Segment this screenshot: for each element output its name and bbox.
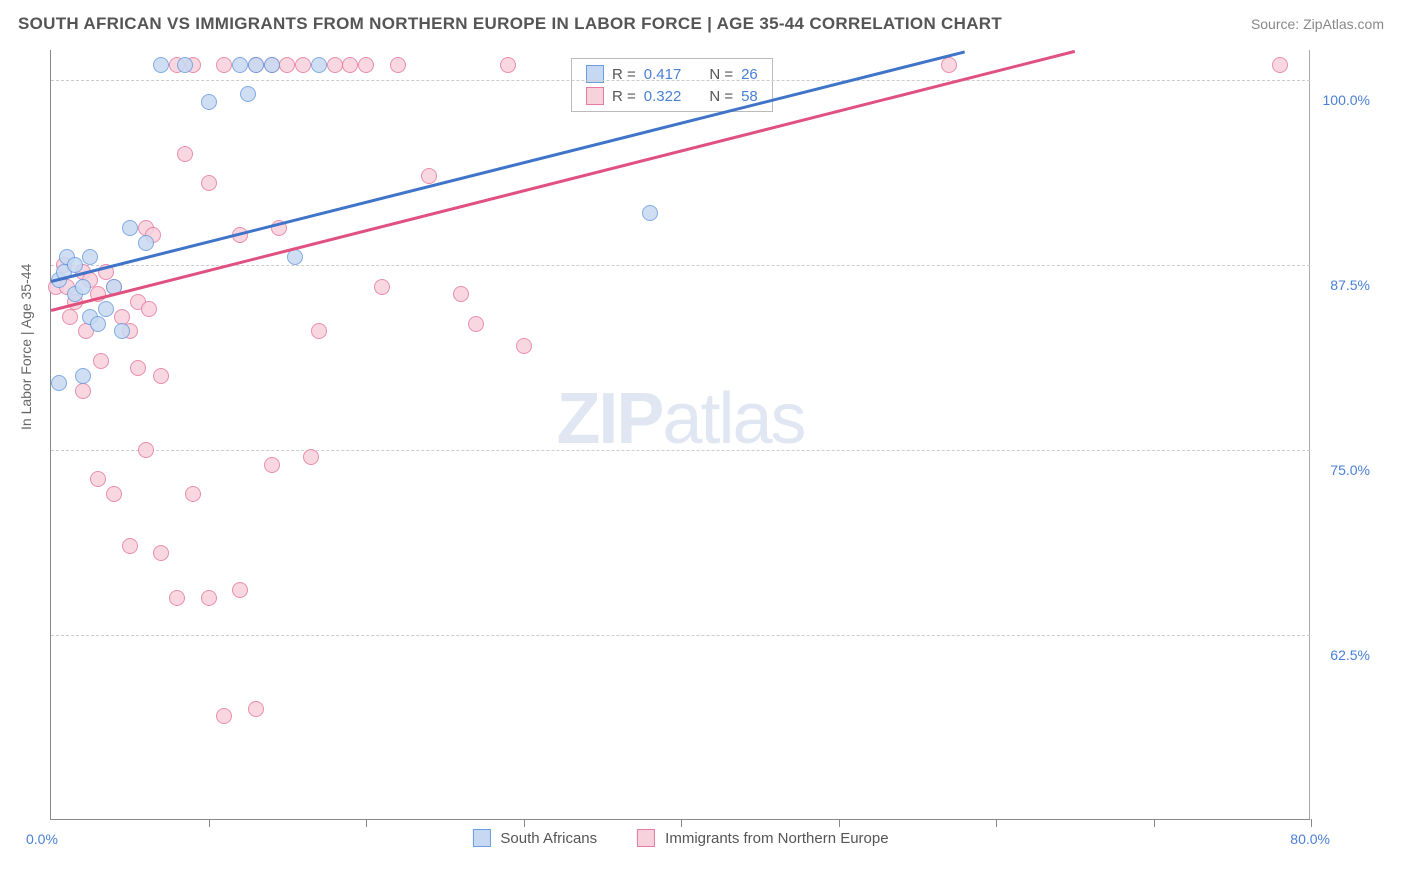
scatter-point [1272, 57, 1288, 73]
legend-row: R =0.417N =26 [572, 63, 772, 85]
scatter-point [114, 309, 130, 325]
scatter-point [240, 86, 256, 102]
scatter-point [468, 316, 484, 332]
scatter-point [453, 286, 469, 302]
legend-r-value: 0.322 [644, 88, 682, 105]
y-tick-label: 62.5% [1330, 647, 1370, 663]
scatter-point [311, 323, 327, 339]
x-axis-max-label: 80.0% [1290, 831, 1330, 847]
scatter-point [201, 590, 217, 606]
watermark: ZIPatlas [556, 378, 804, 460]
legend-swatch [472, 829, 490, 847]
x-axis-min-label: 0.0% [26, 831, 58, 847]
scatter-point [421, 168, 437, 184]
scatter-point [201, 94, 217, 110]
scatter-point [122, 538, 138, 554]
scatter-point [106, 486, 122, 502]
scatter-point [264, 57, 280, 73]
scatter-point [130, 360, 146, 376]
correlation-legend: R =0.417N =26R =0.322N =58 [571, 58, 773, 112]
scatter-point [390, 57, 406, 73]
legend-label: South Africans [500, 830, 597, 847]
scatter-point [138, 235, 154, 251]
scatter-point [82, 249, 98, 265]
scatter-point [216, 708, 232, 724]
scatter-point [75, 383, 91, 399]
scatter-point [75, 279, 91, 295]
scatter-point [642, 205, 658, 221]
legend-n-label: N = [709, 88, 733, 105]
scatter-point [941, 57, 957, 73]
scatter-point [311, 57, 327, 73]
x-tick [1154, 819, 1155, 827]
scatter-point [98, 301, 114, 317]
scatter-point [248, 701, 264, 717]
legend-item: South Africans [472, 829, 597, 847]
legend-swatch [637, 829, 655, 847]
scatter-point [62, 309, 78, 325]
scatter-point [138, 442, 154, 458]
scatter-point [153, 57, 169, 73]
scatter-point [287, 249, 303, 265]
scatter-point [141, 301, 157, 317]
scatter-point [153, 545, 169, 561]
legend-label: Immigrants from Northern Europe [665, 830, 888, 847]
plot-right-border [1309, 50, 1310, 819]
scatter-point [122, 220, 138, 236]
series-legend: South Africans Immigrants from Northern E… [472, 829, 888, 847]
scatter-point [93, 353, 109, 369]
trend-line [51, 50, 965, 282]
scatter-point [75, 368, 91, 384]
scatter-point [303, 449, 319, 465]
y-tick-label: 100.0% [1323, 92, 1370, 108]
scatter-point [232, 57, 248, 73]
scatter-point [51, 375, 67, 391]
scatter-point [358, 57, 374, 73]
x-tick [681, 819, 682, 827]
scatter-point [169, 590, 185, 606]
x-tick [524, 819, 525, 827]
scatter-point [264, 457, 280, 473]
scatter-point [90, 316, 106, 332]
scatter-point [201, 175, 217, 191]
watermark-bold: ZIP [556, 379, 662, 459]
gridline [51, 635, 1310, 636]
scatter-point [248, 57, 264, 73]
y-axis-title: In Labor Force | Age 35-44 [18, 264, 34, 430]
y-tick-label: 87.5% [1330, 277, 1370, 293]
scatter-point [500, 57, 516, 73]
x-tick [1311, 819, 1312, 827]
scatter-point [342, 57, 358, 73]
x-tick [209, 819, 210, 827]
x-tick [996, 819, 997, 827]
scatter-point [114, 323, 130, 339]
legend-item: Immigrants from Northern Europe [637, 829, 888, 847]
gridline [51, 450, 1310, 451]
scatter-point [516, 338, 532, 354]
legend-r-label: R = [612, 88, 636, 105]
scatter-point [90, 471, 106, 487]
scatter-point [177, 146, 193, 162]
x-tick [366, 819, 367, 827]
scatter-point [185, 486, 201, 502]
gridline [51, 80, 1310, 81]
source-label: Source: ZipAtlas.com [1251, 16, 1384, 32]
scatter-point [327, 57, 343, 73]
scatter-point [374, 279, 390, 295]
scatter-point [295, 57, 311, 73]
gridline [51, 265, 1310, 266]
chart-title: SOUTH AFRICAN VS IMMIGRANTS FROM NORTHER… [18, 14, 1002, 34]
plot-area: ZIPatlas 0.0% 80.0% R =0.417N =26R =0.32… [50, 50, 1310, 820]
y-tick-label: 75.0% [1330, 462, 1370, 478]
legend-row: R =0.322N =58 [572, 85, 772, 107]
scatter-point [216, 57, 232, 73]
legend-swatch [586, 87, 604, 105]
x-tick [839, 819, 840, 827]
scatter-point [67, 257, 83, 273]
scatter-point [232, 582, 248, 598]
scatter-point [153, 368, 169, 384]
scatter-point [177, 57, 193, 73]
scatter-point [279, 57, 295, 73]
watermark-light: atlas [662, 379, 804, 459]
